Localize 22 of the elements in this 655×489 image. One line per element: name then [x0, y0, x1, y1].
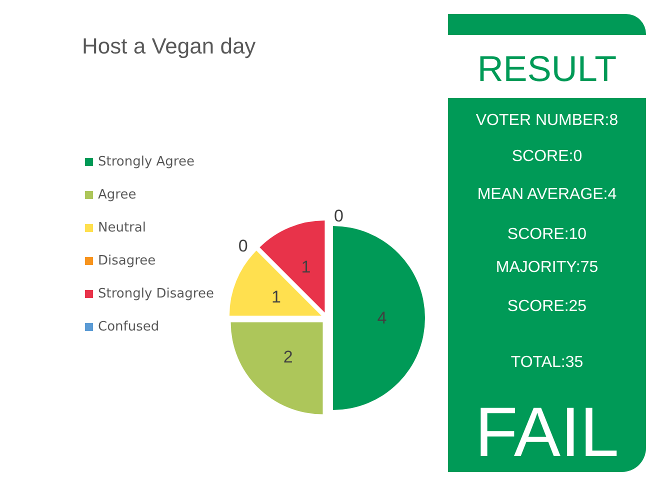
legend-label: Strongly Disagree — [98, 286, 214, 302]
legend-label: Neutral — [98, 220, 146, 236]
legend-label: Disagree — [98, 254, 156, 268]
text: 0 — [238, 236, 248, 256]
text: SCORE:25 — [506, 298, 588, 316]
text: TOTAL:35 — [510, 354, 584, 372]
chart-title: Host a Vegan day — [82, 34, 256, 58]
data-label: 1 — [271, 287, 281, 306]
text: SCORE:10 — [506, 226, 588, 244]
legend-label: Agree — [98, 188, 136, 202]
text: MEAN AVERAGE:4 — [476, 186, 618, 204]
legend-label: Confused — [98, 320, 160, 334]
data-label: 1 — [301, 258, 311, 277]
text: 0 — [334, 206, 344, 226]
data-label: 4 — [377, 308, 387, 328]
data-label: 2 — [283, 347, 293, 366]
text: SCORE:0 — [510, 148, 584, 166]
text: RESULT — [476, 48, 618, 90]
text: VOTER NUMBER:8 — [474, 112, 620, 130]
text: FAIL — [474, 392, 620, 472]
legend-label: Strongly Agree — [98, 154, 194, 170]
text: MAJORITY:75 — [494, 259, 600, 277]
